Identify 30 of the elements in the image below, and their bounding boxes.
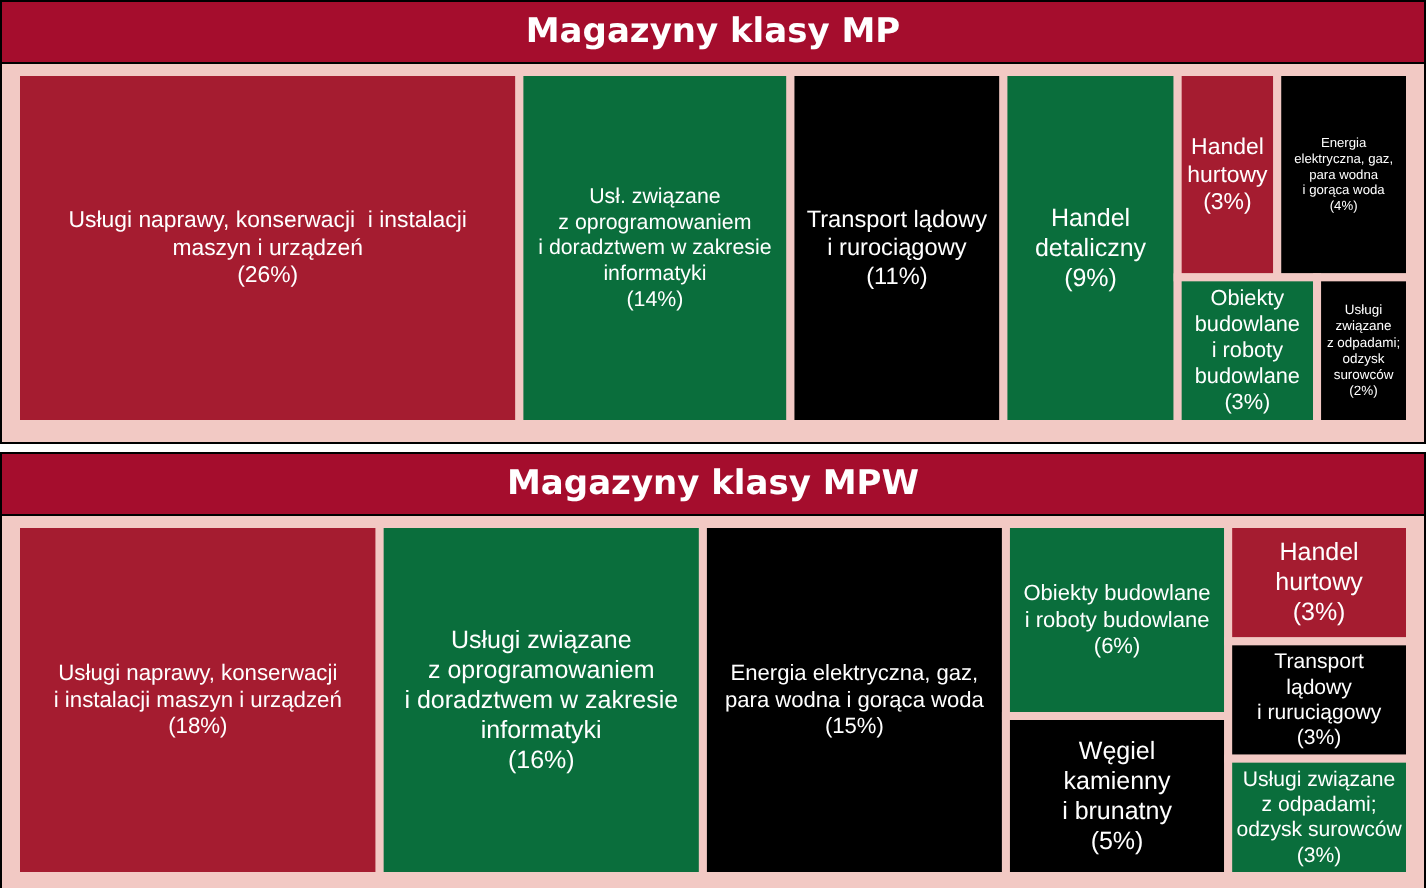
data-label: (16%)	[507, 745, 575, 774]
category-label: Transport lądowy i rurociągowy	[806, 204, 988, 262]
category-label: Obiekty budowlane i roboty budowlane	[1194, 286, 1300, 390]
data-label: (3%)	[1292, 598, 1346, 627]
data-label: (9%)	[1064, 263, 1117, 292]
data-label: (3%)	[1224, 391, 1271, 416]
category-label: Usługi związane z oprogramowaniem i doradztwem w zakresie informatyki	[404, 625, 679, 744]
category-label: Handel detaliczny	[1034, 203, 1148, 262]
data-label: (5%)	[1090, 826, 1144, 855]
data-label: (11%)	[866, 261, 928, 290]
category-label: Usługi związane z odpadami; odzysk surowców	[1236, 767, 1403, 843]
text: Magazyny klasy MPW	[2, 454, 1424, 516]
category-label: Usł. związane z oprogramowaniem i doradztwem w zakresie informatyki	[538, 185, 772, 286]
data-label: (26%)	[237, 264, 299, 289]
data-label: (3%)	[1296, 726, 1342, 751]
category-label: Usługi naprawy, konserwacji i instalacji maszyn i urządzeń	[53, 661, 342, 713]
data-label: (6%)	[1093, 635, 1141, 660]
category-label: Węgiel kamienny i brunatny	[1062, 736, 1174, 825]
data-label: (3%)	[1203, 191, 1253, 216]
category-label: Handel hurtowy	[1187, 136, 1269, 188]
category-label: Energia elektryczna, gaz, para wodna i gorąca woda	[725, 662, 986, 713]
text: Magazyny klasy MP	[2, 2, 1424, 64]
data-label: (3%)	[1296, 843, 1342, 868]
category-label: Obiekty budowlane i roboty budowlane	[1023, 582, 1211, 633]
category-label: Transport lądowy i ruruciągowy	[1256, 650, 1383, 725]
data-label: (14%)	[626, 287, 684, 312]
category-label: Usługi naprawy, konserwacji i instalacji maszyn i urządzeń	[68, 209, 467, 261]
data-label: (15%)	[824, 715, 884, 740]
category-label: Handel hurtowy	[1275, 538, 1365, 597]
data-label: (18%)	[168, 715, 229, 740]
